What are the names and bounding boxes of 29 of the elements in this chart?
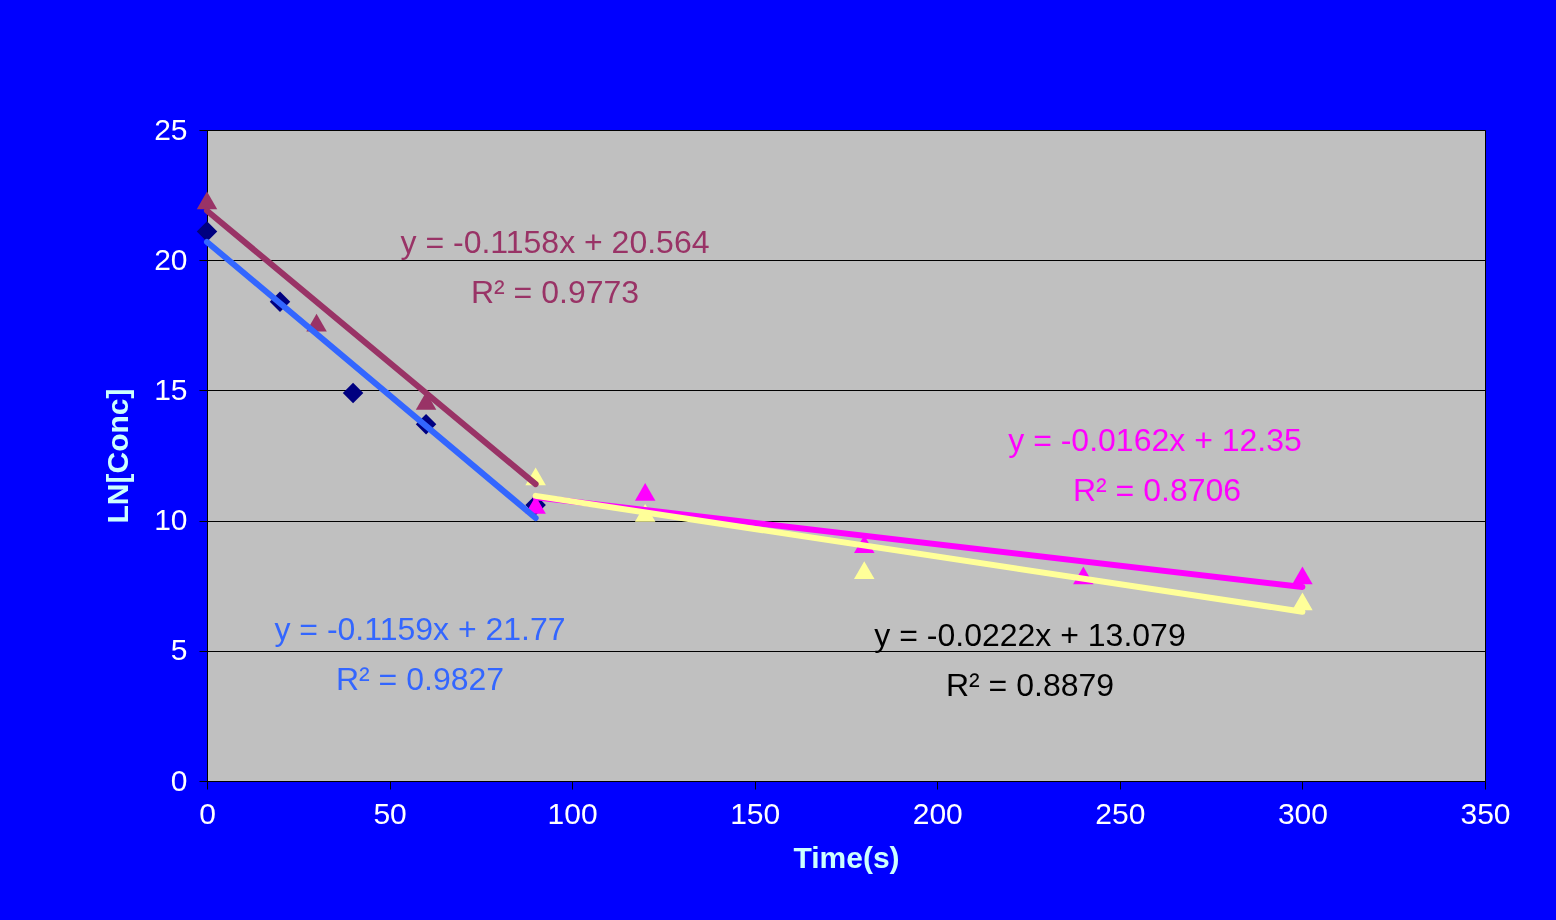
y-tick-label: 0	[170, 763, 188, 797]
annotation: y = -0.0162x + 12.35	[1008, 422, 1302, 458]
point	[196, 221, 218, 242]
x-tick-label: 100	[547, 796, 598, 830]
point	[342, 382, 364, 404]
x-tick-label: 200	[912, 796, 963, 830]
annotation: y = -0.1159x + 21.77	[274, 611, 566, 647]
annotation: R² = 0.8879	[945, 667, 1115, 703]
y-tick-label: 15	[154, 372, 188, 406]
y-axis-title: LN[Conc]	[101, 388, 135, 524]
x-tick-label: 250	[1095, 796, 1146, 830]
x-tick-label: 300	[1277, 796, 1328, 830]
x-tick-label: 350	[1460, 796, 1511, 830]
y-tick-label: 20	[154, 242, 188, 276]
x-tick-label: 50	[373, 796, 407, 830]
point	[1292, 566, 1313, 585]
y-tick-label: 10	[154, 503, 188, 537]
annotation: R² = 0.9827	[335, 661, 505, 697]
x-tick-label: 150	[730, 796, 781, 830]
point	[634, 483, 656, 501]
y-tick-label: 5	[170, 633, 188, 667]
annotation: R² = 0.8706	[1072, 472, 1242, 508]
point	[854, 561, 875, 579]
y-tick-label: 25	[154, 112, 188, 146]
x-tick-label: 0	[199, 796, 216, 830]
annotation: R² = 0.9773	[470, 274, 640, 310]
point	[196, 191, 218, 210]
annotation: y = -0.1158x + 20.564	[400, 224, 710, 260]
x-axis-title: Time(s)	[793, 840, 900, 874]
